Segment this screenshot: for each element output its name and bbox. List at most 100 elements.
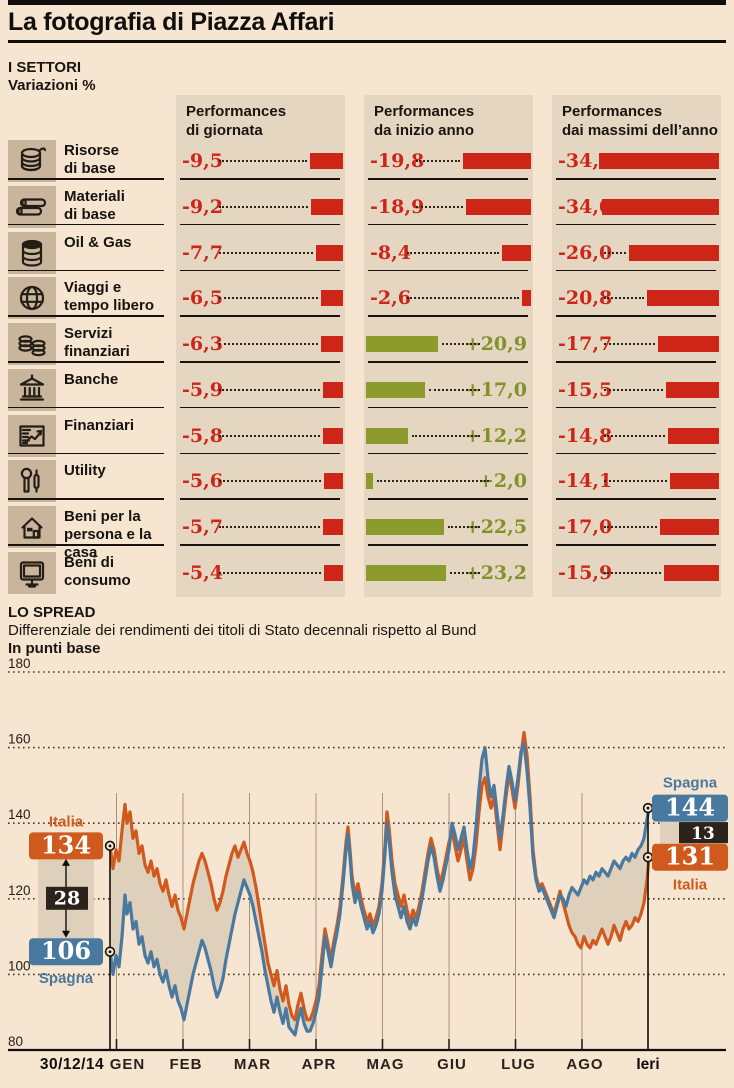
- leader-dots: [219, 571, 322, 574]
- panel-header-line2: da inizio anno: [374, 122, 474, 139]
- panel-header-line2: dai massimi dell’anno: [562, 122, 718, 139]
- value-label: -15,9: [558, 561, 613, 584]
- row-separator: [180, 452, 340, 454]
- leader-dots: [604, 343, 655, 345]
- sector-label-line: Beni di consumo: [64, 553, 131, 589]
- bar-negative: [316, 244, 343, 261]
- sector-icon-cell: [8, 414, 56, 457]
- bar-positive: [366, 519, 444, 535]
- sector-icon-cell: [8, 231, 56, 274]
- row-separator: [8, 361, 164, 363]
- spread-unit-label: In punti base: [8, 640, 101, 657]
- top-rule: [8, 0, 726, 5]
- value-label: -14,8: [558, 424, 613, 447]
- bar-positive: [366, 427, 409, 444]
- sector-label-line: persona e la casa: [64, 526, 152, 561]
- value-label: -5,6: [182, 470, 223, 493]
- bar-negative: [462, 153, 531, 169]
- x-label-ieri: Ieri: [636, 1056, 659, 1073]
- left-italia-label: Italia: [49, 813, 84, 830]
- value-label: -34,0: [558, 195, 613, 218]
- row-separator: [8, 406, 164, 409]
- leader-dots: [604, 480, 668, 483]
- start-diff-box: [46, 886, 88, 910]
- leader-dots: [604, 297, 645, 300]
- row-separator: [368, 498, 528, 500]
- sector-label-line: Utility: [64, 462, 106, 480]
- leader-dots: [407, 251, 500, 254]
- bar-negative: [322, 427, 343, 444]
- leader-dots: [604, 388, 663, 391]
- row-separator: [368, 452, 528, 454]
- sector-icon-cell: [8, 460, 56, 503]
- row-separator: [368, 315, 528, 317]
- value-label: -17,0: [558, 516, 613, 538]
- row-separator: [8, 223, 164, 226]
- row-separator: [8, 315, 164, 317]
- tools-icon: [20, 468, 40, 493]
- spagna-start-value: 106: [41, 936, 91, 965]
- value-label: -5,8: [182, 424, 223, 447]
- leader-dots: [416, 160, 460, 162]
- x-label-start-date: 30/12/14: [40, 1056, 104, 1073]
- y-tick-label: 180: [8, 656, 31, 671]
- panel-header-line1: Performances: [374, 103, 475, 120]
- start-diff-value: 28: [54, 887, 80, 909]
- sector-label-line: Beni per la: [64, 508, 141, 525]
- value-label: -26,0: [558, 241, 613, 264]
- bar-negative: [320, 290, 343, 307]
- panel-header-line1: Performances: [186, 103, 287, 120]
- bar-negative: [323, 519, 343, 535]
- leader-dots: [407, 297, 520, 300]
- arrow-down: [62, 930, 70, 938]
- value-label: -15,5: [558, 378, 613, 401]
- sector-label-line: Risorse: [64, 142, 120, 159]
- bar-negative: [322, 381, 343, 398]
- italia-start-box: [29, 832, 103, 860]
- sector-icon-cell: [8, 140, 56, 182]
- bar-negative: [667, 427, 719, 444]
- leader-dots: [604, 526, 658, 528]
- value-label: -5,7: [182, 516, 223, 538]
- leader-dots: [219, 205, 309, 208]
- x-label-month: MAR: [234, 1056, 271, 1073]
- sectors-section-label: I SETTORI: [8, 59, 82, 76]
- row-separator: [180, 223, 340, 226]
- bar-negative: [601, 198, 719, 215]
- bar-positive: [366, 336, 439, 352]
- sector-label: Viaggi e tempo libero: [64, 279, 176, 315]
- end-diff-value: 13: [691, 824, 715, 844]
- monitor-icon: [19, 561, 45, 588]
- row-separator: [180, 544, 340, 546]
- house-icon: [21, 517, 43, 539]
- sector-icon-cell: [8, 368, 56, 411]
- row-separator: [556, 223, 716, 226]
- value-label: +20,9: [464, 333, 527, 355]
- sector-label-line: di base: [64, 160, 116, 177]
- leader-dots: [219, 297, 318, 300]
- spread-line-chart: 80100120140160180Italia13428106SpagnaSpa…: [8, 656, 728, 1073]
- row-separator: [180, 498, 340, 500]
- sector-label-line: Oil & Gas: [64, 233, 132, 251]
- arrow-up: [62, 858, 70, 866]
- bar-negative: [522, 290, 531, 307]
- bar-negative: [323, 473, 343, 490]
- bar-negative: [324, 564, 343, 581]
- bar-negative: [629, 244, 719, 261]
- row-separator: [180, 178, 340, 180]
- leader-dots: [219, 388, 320, 391]
- row-separator: [180, 315, 340, 317]
- bar-negative: [502, 244, 531, 261]
- value-label: +17,0: [464, 378, 527, 401]
- leader-dots: [219, 160, 308, 162]
- panel-header-line2: di giornata: [186, 122, 263, 139]
- sector-icon-cell: [8, 277, 56, 320]
- sector-label-line: Materiali: [64, 187, 125, 205]
- right-italia-label: Italia: [673, 877, 708, 894]
- value-label: -9,2: [182, 195, 223, 218]
- x-label-month: LUG: [501, 1056, 536, 1073]
- endpoint-circle-dot: [646, 806, 650, 810]
- sector-icon-cell: [8, 323, 56, 365]
- value-label: -9,5: [182, 150, 223, 172]
